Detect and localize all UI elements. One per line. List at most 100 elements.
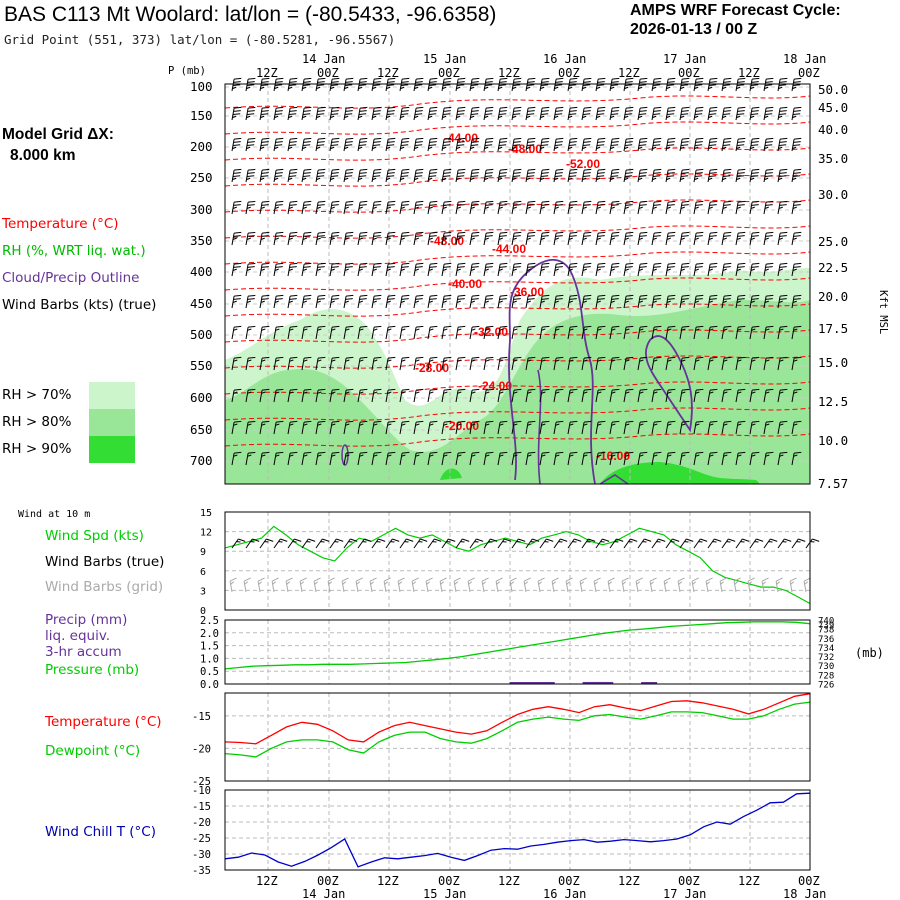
surface-wind-barb <box>343 538 358 549</box>
temperature-contour-label: -24.00 <box>478 379 512 393</box>
wind-barb <box>651 420 662 435</box>
height-tick-label: 22.5 <box>818 260 848 275</box>
surface-wind-barb <box>693 538 708 549</box>
model-grid-value: 8.000 km <box>10 147 76 164</box>
wind-barb <box>567 388 578 403</box>
temperature-contour <box>224 199 811 213</box>
wind-barb <box>273 325 284 340</box>
surface-grid-wind-barb <box>285 577 293 593</box>
wind-barb <box>469 420 480 435</box>
pressure-unit-label: (mb) <box>855 646 884 660</box>
wind-barb <box>539 388 550 403</box>
wind-barb <box>357 231 368 246</box>
wind-barb <box>357 451 368 466</box>
wind-barb <box>525 77 536 92</box>
wind-barb <box>455 231 466 246</box>
pressure-tick-label: 730 <box>818 662 834 672</box>
wind-barb <box>427 231 438 246</box>
wind-barb <box>441 231 452 246</box>
legend-precip: Precip (mm) <box>45 612 128 628</box>
wind-barb <box>245 77 256 92</box>
surface-grid-wind-barb <box>733 577 741 593</box>
bottom-time-label: 12Z <box>256 874 278 888</box>
surface-grid-wind-barb <box>243 577 251 593</box>
wind-barb <box>413 451 424 466</box>
surface-wind-barb <box>497 538 512 549</box>
wind-barb <box>427 137 438 152</box>
wind-barb <box>581 420 592 435</box>
height-tick-label: 20.0 <box>818 289 848 304</box>
surface-grid-wind-barb <box>565 577 573 593</box>
height-tick-label: 35.0 <box>818 151 848 166</box>
wind-barb <box>483 200 494 215</box>
wind-barb <box>357 168 368 183</box>
bottom-date-label: 16 Jan <box>543 887 586 900</box>
wind-barb <box>441 325 452 340</box>
precip-bar <box>509 682 526 684</box>
wind-barb <box>553 168 564 183</box>
wind-barb <box>371 451 382 466</box>
surface-wind-barb <box>301 538 316 549</box>
wind-barb <box>525 325 536 340</box>
wind-barb <box>707 137 718 152</box>
wind-barb <box>371 77 382 92</box>
wind-barb <box>525 106 536 121</box>
wind-barb <box>525 294 536 309</box>
wind-barb <box>735 137 746 152</box>
wind-barb <box>273 356 284 371</box>
wind-barb <box>385 200 396 215</box>
temperature-contour-label: -44.00 <box>444 131 478 145</box>
wind-barb <box>553 200 564 215</box>
wind-barb <box>623 451 634 466</box>
wind-barb <box>315 356 326 371</box>
wind-barb <box>749 388 760 403</box>
wind-barb <box>539 262 550 277</box>
surface-grid-wind-barb <box>621 577 629 593</box>
wind-barb <box>553 420 564 435</box>
wind-barb <box>483 294 494 309</box>
wind-barb <box>259 420 270 435</box>
wind-barb <box>707 420 718 435</box>
wind-barb <box>623 106 634 121</box>
wind-barb <box>231 77 242 92</box>
wind-barb <box>469 231 480 246</box>
wind-barb <box>329 77 340 92</box>
wind-barb <box>497 168 508 183</box>
windchill-frame <box>224 789 811 871</box>
pressure-tick-label: 728 <box>818 671 834 681</box>
surface-grid-wind-barb <box>397 577 405 593</box>
precip-tick-label: 0.0 <box>200 679 219 691</box>
wind-barb <box>343 356 354 371</box>
wind-barb <box>231 325 242 340</box>
surface-wind-barb <box>609 538 624 549</box>
wind-barb <box>231 231 242 246</box>
wind-barb <box>231 294 242 309</box>
precip-tick-label: 1.0 <box>200 653 219 665</box>
wind-barb <box>735 231 746 246</box>
wind-barb <box>693 356 704 371</box>
wind-barb <box>399 356 410 371</box>
wind-barb <box>469 200 480 215</box>
wind-barb <box>651 137 662 152</box>
wind-barb <box>567 356 578 371</box>
wind-barb <box>287 388 298 403</box>
wind-barb <box>595 325 606 340</box>
wind-barb <box>399 168 410 183</box>
wind-barb <box>259 356 270 371</box>
wind-barb <box>525 388 536 403</box>
wind-barb <box>749 106 760 121</box>
wind-barb <box>483 325 494 340</box>
wind-barb <box>763 106 774 121</box>
wind-barb <box>385 388 396 403</box>
legend-temperature-2m: Temperature (°C) <box>45 714 162 730</box>
wind-barb <box>539 451 550 466</box>
wind-barb <box>385 262 396 277</box>
rh-80-region <box>225 300 810 484</box>
wind-speed-tick-label: 3 <box>200 586 206 597</box>
windchill-tick-label: -10 <box>192 785 211 797</box>
cloud-outline <box>645 335 693 433</box>
wind-barb <box>791 356 802 371</box>
wind-barb <box>525 262 536 277</box>
wind-10m-label: Wind at 10 m <box>18 509 91 520</box>
surface-wind-barb <box>525 538 540 549</box>
